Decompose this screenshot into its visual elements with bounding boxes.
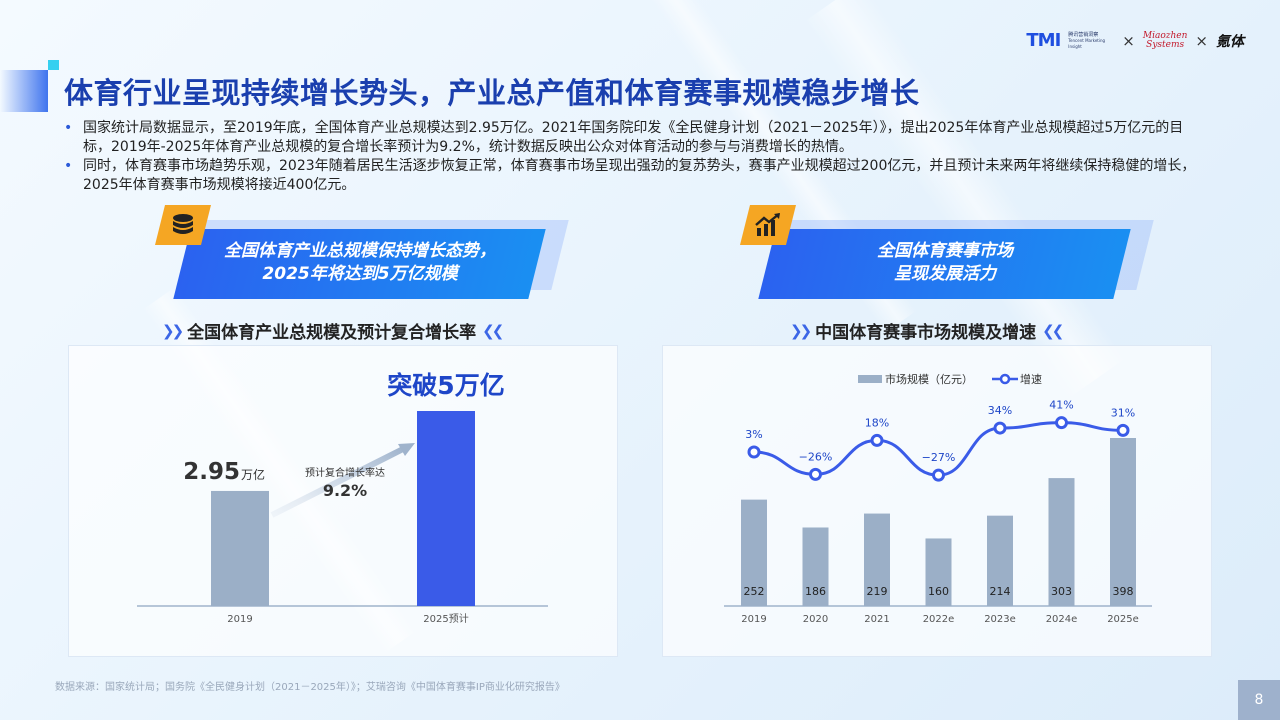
- right-chart-panel: [662, 345, 1212, 657]
- bullet-text: 国家统计局数据显示，至2019年底，全国体育产业总规模达到2.95万亿。2021…: [83, 120, 1184, 155]
- double-arrow-left-icon: ❮❮: [482, 321, 504, 340]
- tmi-logo-subtitle: 腾讯营销洞察 Tencent Marketing Insight: [1068, 31, 1106, 49]
- title-accent-square: [48, 60, 59, 70]
- data-source-note: 数据来源：国家统计局；国务院《全民健身计划（2021－2025年）》；艾瑞咨询《…: [55, 682, 565, 693]
- left-chart-panel: [68, 345, 618, 657]
- double-arrow-right-icon: ❯❯: [162, 321, 184, 340]
- tiyu-logo: 氪体: [1216, 33, 1244, 50]
- trend-chart-icon: [740, 205, 796, 245]
- page-number: 8: [1238, 680, 1280, 720]
- page-title: 体育行业呈现持续增长势头，产业总产值和体育赛事规模稳步增长: [64, 76, 920, 110]
- right-chart-subtitle: ❯❯ 中国体育赛事市场规模及增速 ❮❮: [790, 321, 1064, 344]
- right-banner-text: 全国体育赛事市场 呈现发展活力: [877, 241, 1013, 284]
- tmi-logo: TMI: [1026, 30, 1061, 51]
- miaozhen-logo: Miaozhen Systems: [1142, 30, 1188, 50]
- left-banner: 全国体育产业总规模保持增长态势， 2025年将达到5万亿规模: [150, 205, 570, 305]
- database-icon: [155, 205, 211, 245]
- separator-x: ×: [1195, 31, 1208, 50]
- right-banner: 全国体育赛事市场 呈现发展活力: [735, 205, 1155, 305]
- partner-logos: TMI 腾讯营销洞察 Tencent Marketing Insight × M…: [1026, 30, 1244, 51]
- left-chart-subtitle: ❯❯ 全国体育产业总规模及预计复合增长率 ❮❮: [162, 321, 504, 344]
- left-banner-text: 全国体育产业总规模保持增长态势， 2025年将达到5万亿规模: [224, 241, 496, 284]
- double-arrow-right-icon: ❯❯: [790, 321, 812, 340]
- double-arrow-left-icon: ❮❮: [1042, 321, 1064, 340]
- title-accent-bar: [0, 70, 48, 112]
- separator-x: ×: [1122, 31, 1135, 50]
- bullet-dot-icon: •: [64, 158, 73, 174]
- bullet-dot-icon: •: [64, 120, 73, 136]
- bullet-text: 同时，体育赛事市场趋势乐观，2023年随着居民生活逐步恢复正常，体育赛事市场呈现…: [83, 158, 1196, 193]
